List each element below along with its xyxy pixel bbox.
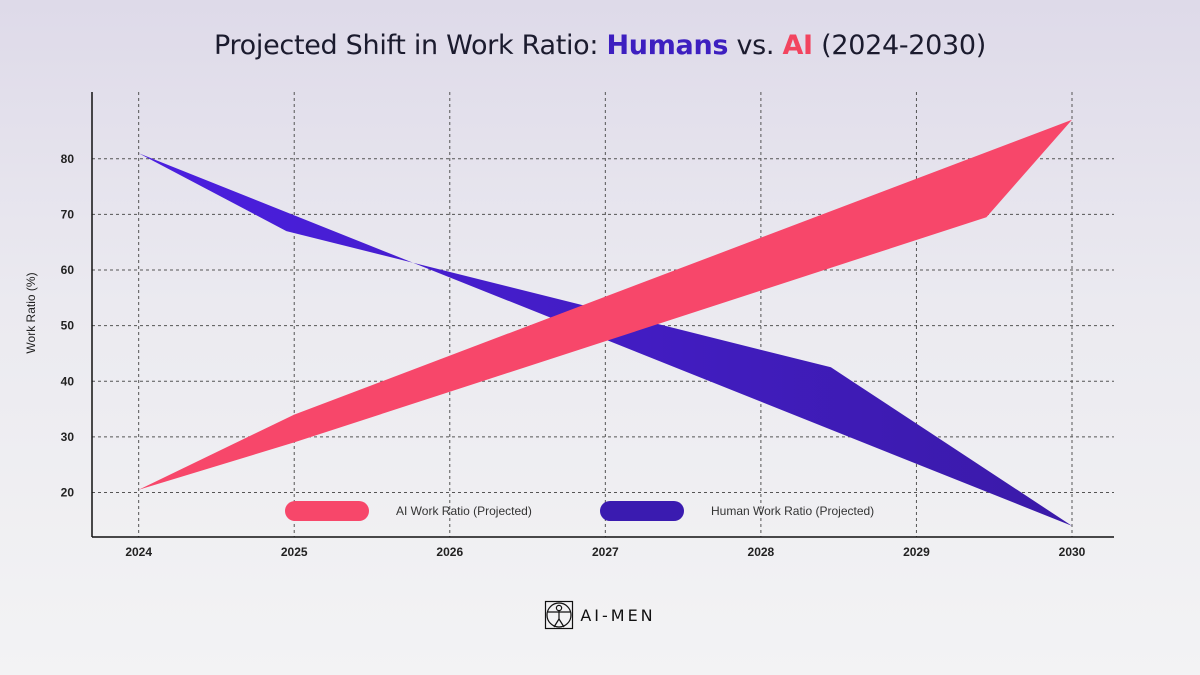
y-axis-label: Work Ratio (%) xyxy=(24,272,38,353)
y-tick-label-20: 20 xyxy=(61,486,75,500)
x-tick-label-2029: 2029 xyxy=(903,545,930,559)
title-prefix: Projected Shift in Work Ratio: xyxy=(213,30,607,61)
logo-text: AI-MEN xyxy=(580,605,656,625)
x-tick-label-2024: 2024 xyxy=(125,545,152,559)
title-ai: AI xyxy=(782,30,813,61)
chart-legend: AI Work Ratio (Projected) Human Work Rati… xyxy=(285,501,874,521)
title-suffix: (2024-2030) xyxy=(812,30,987,61)
chart-axes xyxy=(91,92,1114,538)
y-tick-label-80: 80 xyxy=(61,152,75,166)
x-tick-label-2027: 2027 xyxy=(592,545,619,559)
brand-logo: AI-MEN xyxy=(0,600,1200,630)
title-humans: Humans xyxy=(606,30,729,61)
x-tick-label-2028: 2028 xyxy=(748,545,775,559)
vitruvian-man-icon xyxy=(545,600,574,630)
legend-label-1: Human Work Ratio (Projected) xyxy=(711,504,874,518)
title-vs: vs. xyxy=(728,30,783,61)
y-tick-label-30: 30 xyxy=(61,430,75,444)
chart-areas xyxy=(138,119,1072,526)
legend-swatch-0 xyxy=(285,501,369,521)
legend-label-0: AI Work Ratio (Projected) xyxy=(396,504,532,518)
x-tick-label-2030: 2030 xyxy=(1059,545,1086,559)
x-tick-label-2025: 2025 xyxy=(281,545,308,559)
chart-svg: 2024 2025 2026 2027 2028 2029 2030203040506070… xyxy=(24,92,1114,559)
tick-labels: 2024 2025 2026 2027 2028 2029 2030203040506070… xyxy=(61,152,1086,559)
chart-title: Projected Shift in Work Ratio: Humans vs… xyxy=(0,30,1200,61)
legend-swatch-1 xyxy=(600,501,684,521)
y-tick-label-70: 70 xyxy=(61,207,75,221)
ai-work-ratio-area xyxy=(138,119,1072,490)
y-tick-label-40: 40 xyxy=(61,374,75,388)
x-tick-label-2026: 2026 xyxy=(436,545,463,559)
y-tick-label-60: 60 xyxy=(61,263,75,277)
y-tick-label-50: 50 xyxy=(61,319,75,333)
